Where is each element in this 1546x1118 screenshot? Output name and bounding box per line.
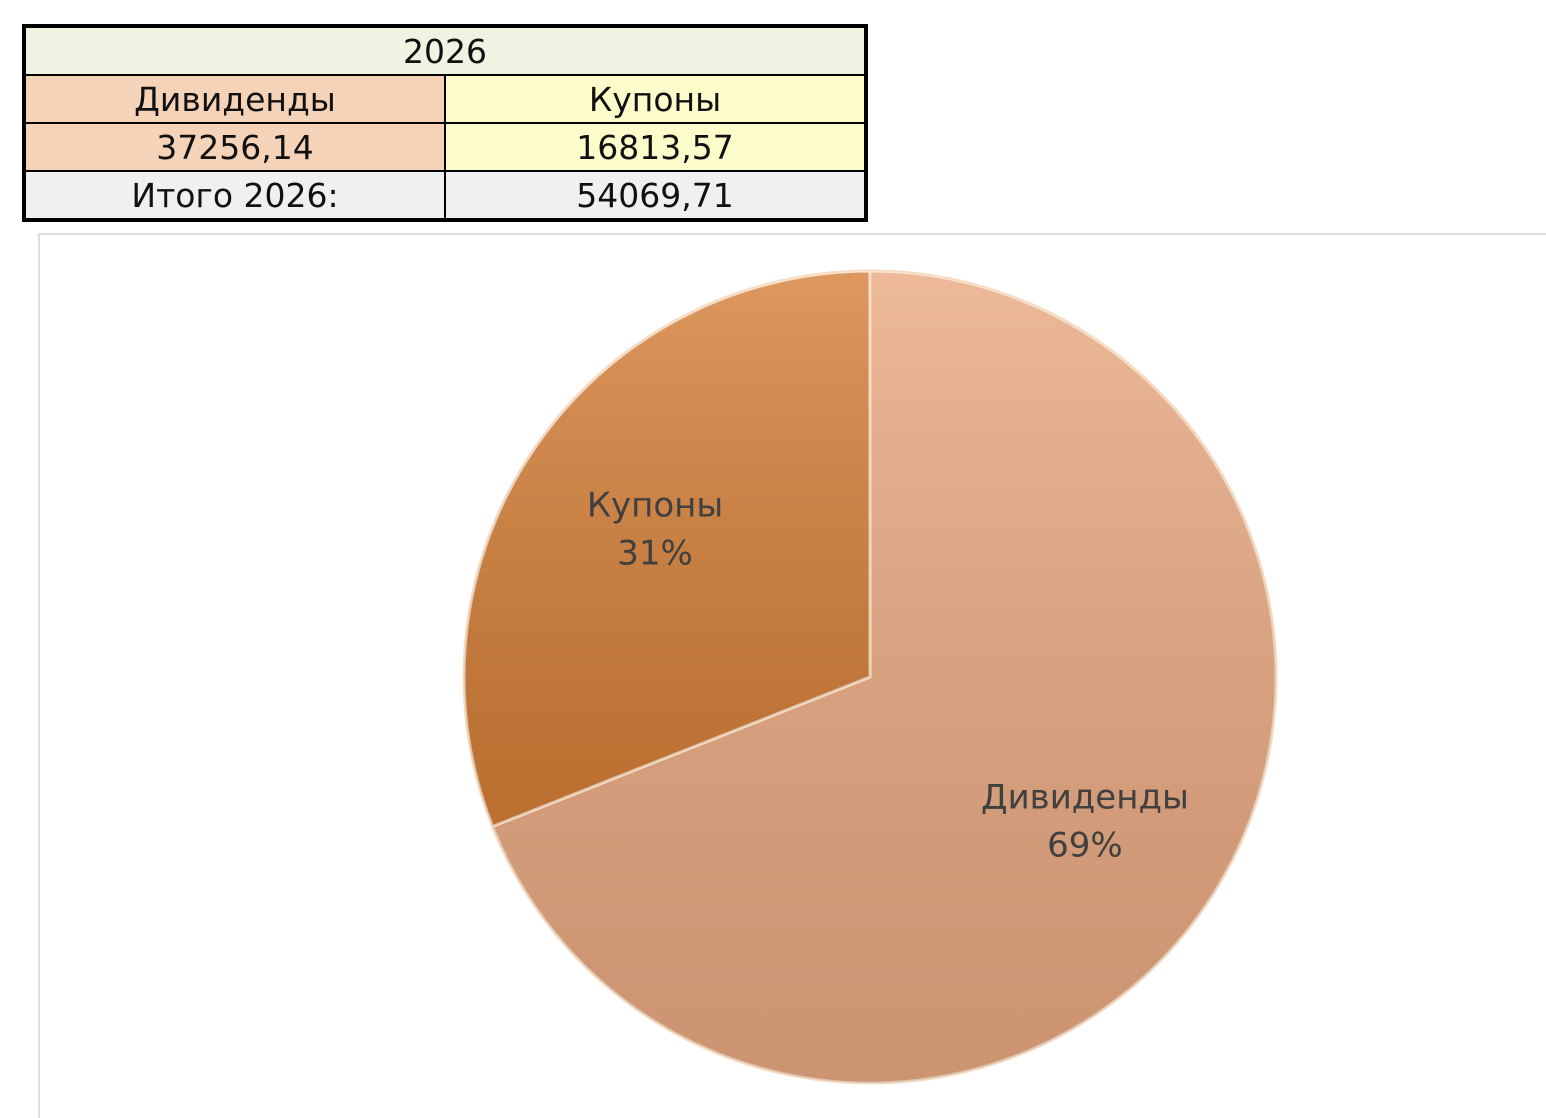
- total-value: 54069,71: [444, 170, 867, 221]
- slice-category: Дивиденды: [981, 778, 1189, 818]
- slice-category: Купоны: [587, 485, 723, 525]
- total-label: Итого 2026:: [23, 170, 446, 221]
- summary-table: 2026 Дивиденды Купоны 37256,14 16813,57 Ит…: [22, 24, 868, 222]
- chart-frame: [38, 233, 1546, 1118]
- header-cell: Купоны: [444, 74, 867, 124]
- slice-value: 69%: [1047, 826, 1123, 866]
- table-title: 2026: [23, 25, 867, 76]
- slice-value: 31%: [617, 533, 693, 573]
- header-cell: Дивиденды: [23, 74, 446, 124]
- value-cell: 16813,57: [444, 122, 867, 172]
- value-cell: 37256,14: [23, 122, 446, 172]
